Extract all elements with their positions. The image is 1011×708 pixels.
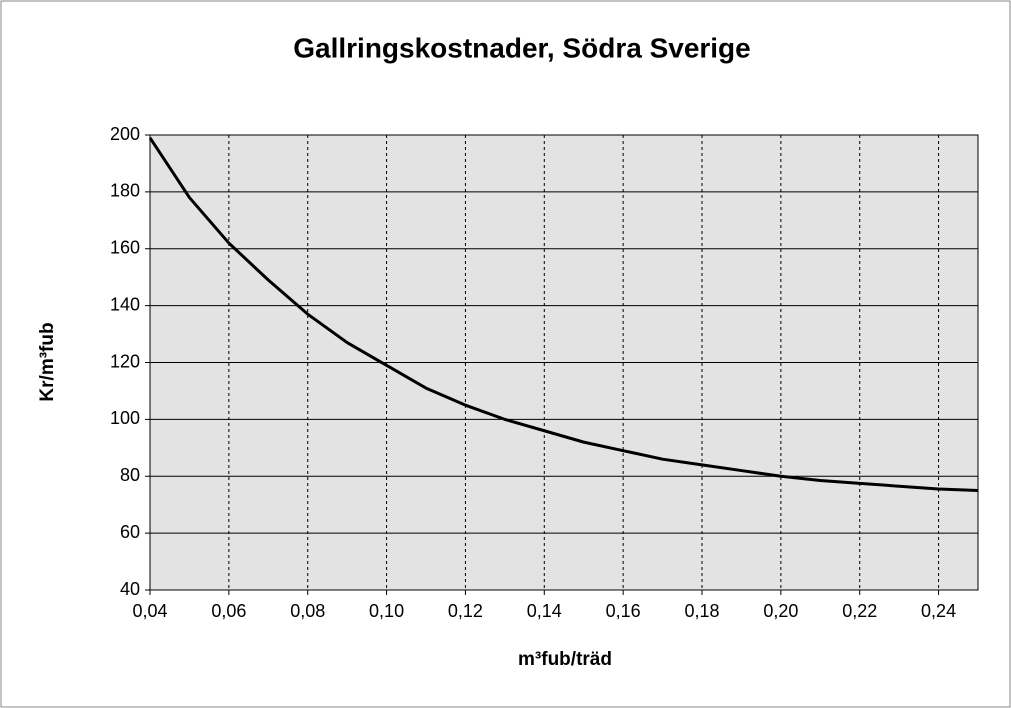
x-tick-label: 0,04	[132, 601, 167, 621]
plot-border	[149, 134, 979, 591]
y-tick-label: 200	[110, 124, 140, 144]
x-tick-label: 0,14	[527, 601, 562, 621]
y-tick-label: 80	[120, 465, 140, 485]
x-tick-label: 0,16	[606, 601, 641, 621]
y-tick-label: 100	[110, 408, 140, 428]
y-tick-label: 180	[110, 181, 140, 201]
x-tick-label: 0,18	[684, 601, 719, 621]
x-tick-label: 0,20	[763, 601, 798, 621]
x-tick-label: 0,08	[290, 601, 325, 621]
y-tick-label: 120	[110, 351, 140, 371]
data-line	[148, 137, 979, 492]
y-tick-label: 140	[110, 294, 140, 314]
y-tick-label: 160	[110, 238, 140, 258]
x-tick-label: 0,24	[921, 601, 956, 621]
x-tick-label: 0,12	[448, 601, 483, 621]
chart-title: Gallringskostnader, Södra Sverige	[293, 32, 751, 63]
y-tick-label: 60	[120, 522, 140, 542]
y-tick-label: 40	[120, 579, 140, 599]
x-axis-label: m³fub/träd	[518, 649, 612, 670]
x-tick-label: 0,22	[842, 601, 877, 621]
x-tick-label: 0,10	[369, 601, 404, 621]
y-axis-label: Kr/m³fub	[37, 322, 58, 401]
x-tick-label: 0,06	[211, 601, 246, 621]
